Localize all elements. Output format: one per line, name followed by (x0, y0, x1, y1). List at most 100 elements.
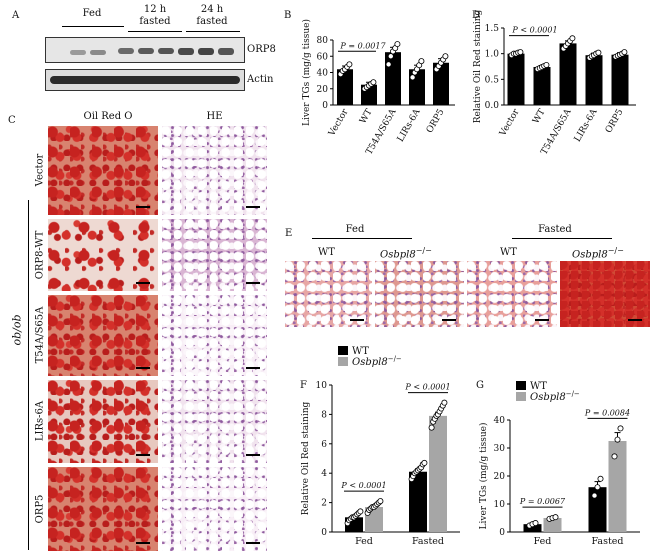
bar-B (337, 69, 353, 105)
x-tick-label-F: Fed (355, 536, 373, 547)
panel-e-fasted-label: Fasted (538, 224, 572, 235)
data-point-F (350, 514, 357, 521)
bar-B (409, 69, 425, 105)
data-point-F (410, 473, 417, 480)
data-point-B (392, 45, 399, 52)
panel-e-fed-label: Fed (345, 224, 365, 235)
data-point-D (562, 42, 569, 49)
data-point-G (611, 453, 618, 460)
y-tick-label-B: 80 (317, 36, 329, 46)
data-point-F (372, 502, 379, 509)
y-tick-label-G: 30 (494, 444, 506, 454)
data-point-B (346, 61, 353, 68)
bar-F (409, 471, 427, 532)
bar-F (345, 517, 363, 532)
y-tick-label-D: 1.5 (485, 24, 500, 34)
data-point-D (539, 64, 546, 71)
data-point-B (442, 53, 449, 60)
panel-e-col-wt-2: WT (500, 247, 517, 258)
panel-e-col-wt-1: WT (318, 247, 335, 258)
data-point-D (619, 50, 626, 57)
bar-F (429, 415, 447, 532)
bar-B (385, 52, 401, 105)
orp8-label: ORP8 (247, 44, 276, 55)
micrograph-e-fed-ko (375, 261, 464, 327)
ob-ob-label: ob/ob (10, 314, 24, 346)
data-point-D (621, 49, 628, 56)
panel-e-fed-line (312, 238, 412, 239)
data-point-F (428, 424, 435, 431)
data-point-D (534, 66, 541, 73)
col-header-oil-red-o: Oil Red O (83, 111, 133, 122)
data-point-B (433, 66, 440, 73)
data-point-B (389, 48, 396, 55)
data-point-B (440, 56, 447, 63)
data-point-D (508, 52, 515, 59)
bar-D (507, 53, 525, 105)
data-point-G (549, 515, 556, 522)
x-tick-label-B: Vector (327, 107, 351, 139)
data-point-F (346, 517, 353, 524)
data-point-D (586, 54, 593, 61)
y-axis-label-D: Relative Oil Red staining (473, 9, 483, 123)
bar-D (533, 67, 551, 105)
y-tick-label-F: 0 (321, 528, 327, 538)
panel-label-d: D (472, 10, 481, 21)
data-point-G (614, 436, 621, 443)
data-point-D (541, 62, 548, 69)
data-point-B (418, 58, 425, 65)
data-point-D (565, 40, 572, 47)
data-point-D (591, 52, 598, 59)
bar-G (523, 524, 542, 532)
data-point-D (543, 61, 550, 68)
legend-swatch-G (516, 381, 526, 390)
micrograph-he-orp5 (162, 467, 267, 551)
bar-G (608, 441, 627, 532)
actin-label: Actin (247, 74, 274, 85)
panel-label-b: B (284, 10, 292, 21)
bar-D (559, 43, 577, 105)
data-point-G (594, 484, 601, 491)
y-tick-label-F: 10 (316, 381, 328, 391)
panel-a-12h-line (128, 31, 182, 32)
y-tick-label-B: 60 (317, 52, 329, 62)
data-point-F (413, 468, 420, 475)
data-point-D (510, 50, 517, 57)
ob-ob-bracket (28, 200, 29, 550)
x-tick-label-B: WT (358, 108, 374, 126)
data-point-F (367, 505, 374, 512)
data-point-F (375, 499, 382, 506)
y-tick-label-G: 0 (499, 528, 505, 538)
x-tick-label-B: LIRs-6A (396, 107, 423, 144)
data-point-F (344, 520, 351, 527)
bar-B (433, 62, 449, 105)
data-point-F (439, 402, 446, 409)
data-point-B (341, 66, 348, 73)
data-point-B (387, 53, 394, 60)
data-point-B (385, 61, 392, 68)
y-tick-label-F: 6 (321, 440, 327, 450)
panel-a-24h-label-2: fasted (196, 16, 228, 27)
x-tick-label-G: Fed (534, 536, 552, 547)
data-point-F (377, 498, 384, 505)
data-point-G (617, 425, 624, 432)
panel-e-col-ko-1: Osbpl8−/− (380, 246, 432, 260)
panel-label-f: F (300, 380, 307, 391)
ko-gene-name: Osbpl8 (380, 249, 416, 261)
data-point-D (595, 49, 602, 56)
data-point-G (591, 492, 598, 499)
x-tick-label-D: T54A/S65A (539, 107, 573, 157)
ko-superscript-2: −/− (607, 246, 624, 255)
y-axis-label-G: Liver TGs (mg/g tissue) (478, 423, 489, 530)
x-tick-label-D: ORP5 (604, 107, 626, 135)
y-tick-label-D: 0.0 (485, 101, 500, 111)
y-tick-label-G: 20 (494, 472, 506, 482)
data-point-B (361, 85, 368, 92)
data-point-B (337, 71, 344, 78)
data-point-F (416, 465, 423, 472)
y-tick-label-B: 40 (317, 69, 329, 79)
data-point-B (416, 62, 423, 69)
panel-label-g: G (476, 380, 484, 391)
data-point-D (515, 49, 522, 56)
data-point-B (368, 80, 375, 87)
